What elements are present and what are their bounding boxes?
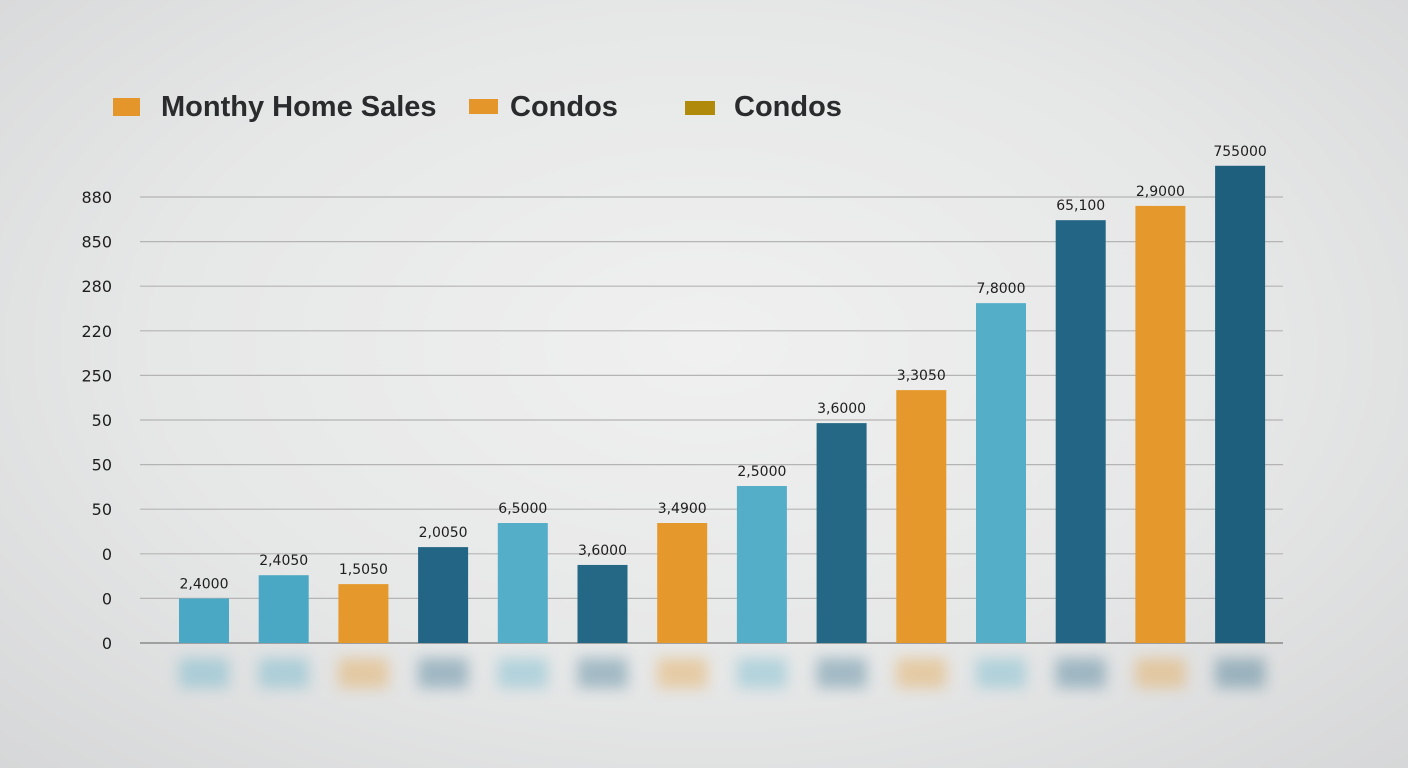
data-label: 2,0050	[419, 525, 468, 541]
data-label: 3,4900	[658, 501, 707, 517]
y-tick-label: 280	[81, 277, 112, 296]
data-label: 3,6000	[817, 401, 866, 417]
legend: Monthy Home Sales Condos Condos	[113, 91, 842, 123]
bar	[1215, 165, 1266, 643]
data-label: 1,5050	[339, 562, 388, 578]
data-label: 2,9000	[1136, 184, 1185, 200]
data-labels: 2,4000 2,4050 1,5050 2,0050 6,5000 3,6000 3,49…	[180, 144, 1267, 593]
bar-reflection	[816, 658, 867, 688]
data-label: 7,8000	[977, 281, 1026, 297]
bar-reflection	[258, 658, 309, 688]
bar	[896, 390, 947, 643]
data-label: 3,3050	[897, 368, 946, 384]
bar-reflection	[338, 658, 389, 688]
bar	[497, 523, 548, 643]
gridlines	[140, 196, 1283, 644]
bar	[736, 486, 787, 643]
bar	[179, 598, 229, 643]
y-tick-label: 0	[102, 634, 112, 653]
bar-reflection	[736, 658, 787, 688]
bar	[657, 523, 708, 643]
bar-reflections	[179, 658, 1266, 688]
legend-label-2: Condos	[734, 91, 842, 123]
bar	[976, 303, 1026, 643]
bar-reflection	[1215, 658, 1266, 688]
bars	[179, 165, 1266, 644]
bar-reflection	[657, 658, 708, 688]
bar	[816, 423, 867, 643]
bar	[338, 584, 389, 643]
y-tick-label: 0	[102, 589, 112, 608]
data-label: 6,5000	[498, 501, 547, 517]
data-label: 2,5000	[737, 464, 786, 480]
bar-reflection	[577, 658, 628, 688]
bar-reflection	[896, 658, 947, 688]
legend-swatch-1	[469, 99, 498, 114]
bar-reflection	[418, 658, 469, 688]
bar-reflection	[1055, 658, 1106, 688]
y-tick-label: 50	[92, 456, 112, 475]
bar	[577, 564, 628, 643]
data-label: 755000	[1213, 144, 1266, 160]
y-tick-label: 0	[102, 545, 112, 564]
bar	[418, 547, 469, 643]
bar-reflection	[976, 658, 1026, 688]
data-label: 3,6000	[578, 543, 627, 559]
bar	[1055, 220, 1106, 643]
y-axis: 0 0 0 50 50 50 250 220 280 850 880	[81, 188, 112, 653]
legend-swatch-2	[685, 101, 715, 115]
bar-reflection	[497, 658, 548, 688]
y-tick-label: 250	[81, 366, 112, 385]
y-tick-label: 880	[81, 188, 112, 207]
legend-label-0: Monthy Home Sales	[161, 91, 437, 123]
y-tick-label: 220	[81, 322, 112, 341]
legend-label-1: Condos	[510, 91, 618, 123]
y-tick-label: 850	[81, 233, 112, 252]
y-tick-label: 50	[92, 500, 112, 519]
bar-reflection	[179, 658, 229, 688]
bar	[258, 575, 309, 643]
data-label: 65,100	[1056, 198, 1105, 214]
data-label: 2,4000	[180, 576, 229, 592]
y-tick-label: 50	[92, 411, 112, 430]
bar	[1135, 205, 1186, 644]
legend-swatch-0	[113, 98, 140, 116]
data-label: 2,4050	[259, 553, 308, 569]
bar-reflection	[1135, 658, 1186, 688]
